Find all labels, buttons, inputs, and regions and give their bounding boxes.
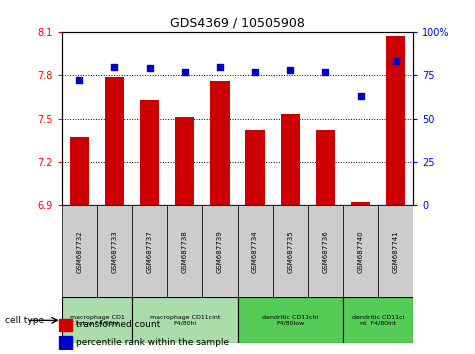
Text: GSM687741: GSM687741 [393,230,399,273]
Bar [246,130,265,205]
Bar [343,297,413,343]
Bar [59,319,72,331]
Text: GSM687736: GSM687736 [323,230,328,273]
Bar [281,114,300,205]
Text: transformed count: transformed count [76,320,160,329]
Bar [70,137,89,205]
Bar [238,297,343,343]
Bar [343,205,378,297]
Bar [378,205,413,297]
Point [251,69,259,75]
Text: GSM687738: GSM687738 [182,230,188,273]
Point [286,67,294,73]
Text: macrophage CD11cint
F4/80hi: macrophage CD11cint F4/80hi [150,315,220,326]
Bar [316,130,335,205]
Bar [273,205,308,297]
Bar [308,205,343,297]
Bar [62,205,97,297]
Bar [62,297,132,343]
Text: dendritic CD11chi
F4/80low: dendritic CD11chi F4/80low [262,315,318,326]
Text: dendritic CD11ci
nt  F4/80int: dendritic CD11ci nt F4/80int [352,315,404,326]
Bar [167,205,202,297]
Text: GSM687734: GSM687734 [252,230,258,273]
Bar [202,205,238,297]
Bar [238,205,273,297]
Text: GSM687735: GSM687735 [287,230,293,273]
Point [322,69,329,75]
Bar [97,205,132,297]
Bar [132,205,167,297]
Text: GSM687739: GSM687739 [217,230,223,273]
Text: percentile rank within the sample: percentile rank within the sample [76,338,229,347]
Bar [351,202,370,205]
Bar [105,77,124,205]
Point [76,78,83,83]
Text: GSM687733: GSM687733 [112,230,117,273]
Text: GSM687737: GSM687737 [147,230,152,273]
Text: cell type: cell type [5,316,44,325]
Point [181,69,189,75]
Point [146,65,153,71]
Point [111,64,118,69]
Text: GSM687740: GSM687740 [358,230,363,273]
Point [357,93,364,99]
Title: GDS4369 / 10505908: GDS4369 / 10505908 [170,16,305,29]
Bar [140,100,159,205]
Text: macrophage CD1
1clow F4/80hi: macrophage CD1 1clow F4/80hi [69,315,124,326]
Bar [386,36,405,205]
Text: GSM687732: GSM687732 [76,230,82,273]
Bar [175,117,194,205]
Bar [210,81,229,205]
Point [216,64,224,69]
Bar [132,297,238,343]
Bar [59,336,72,349]
Point [392,58,399,64]
